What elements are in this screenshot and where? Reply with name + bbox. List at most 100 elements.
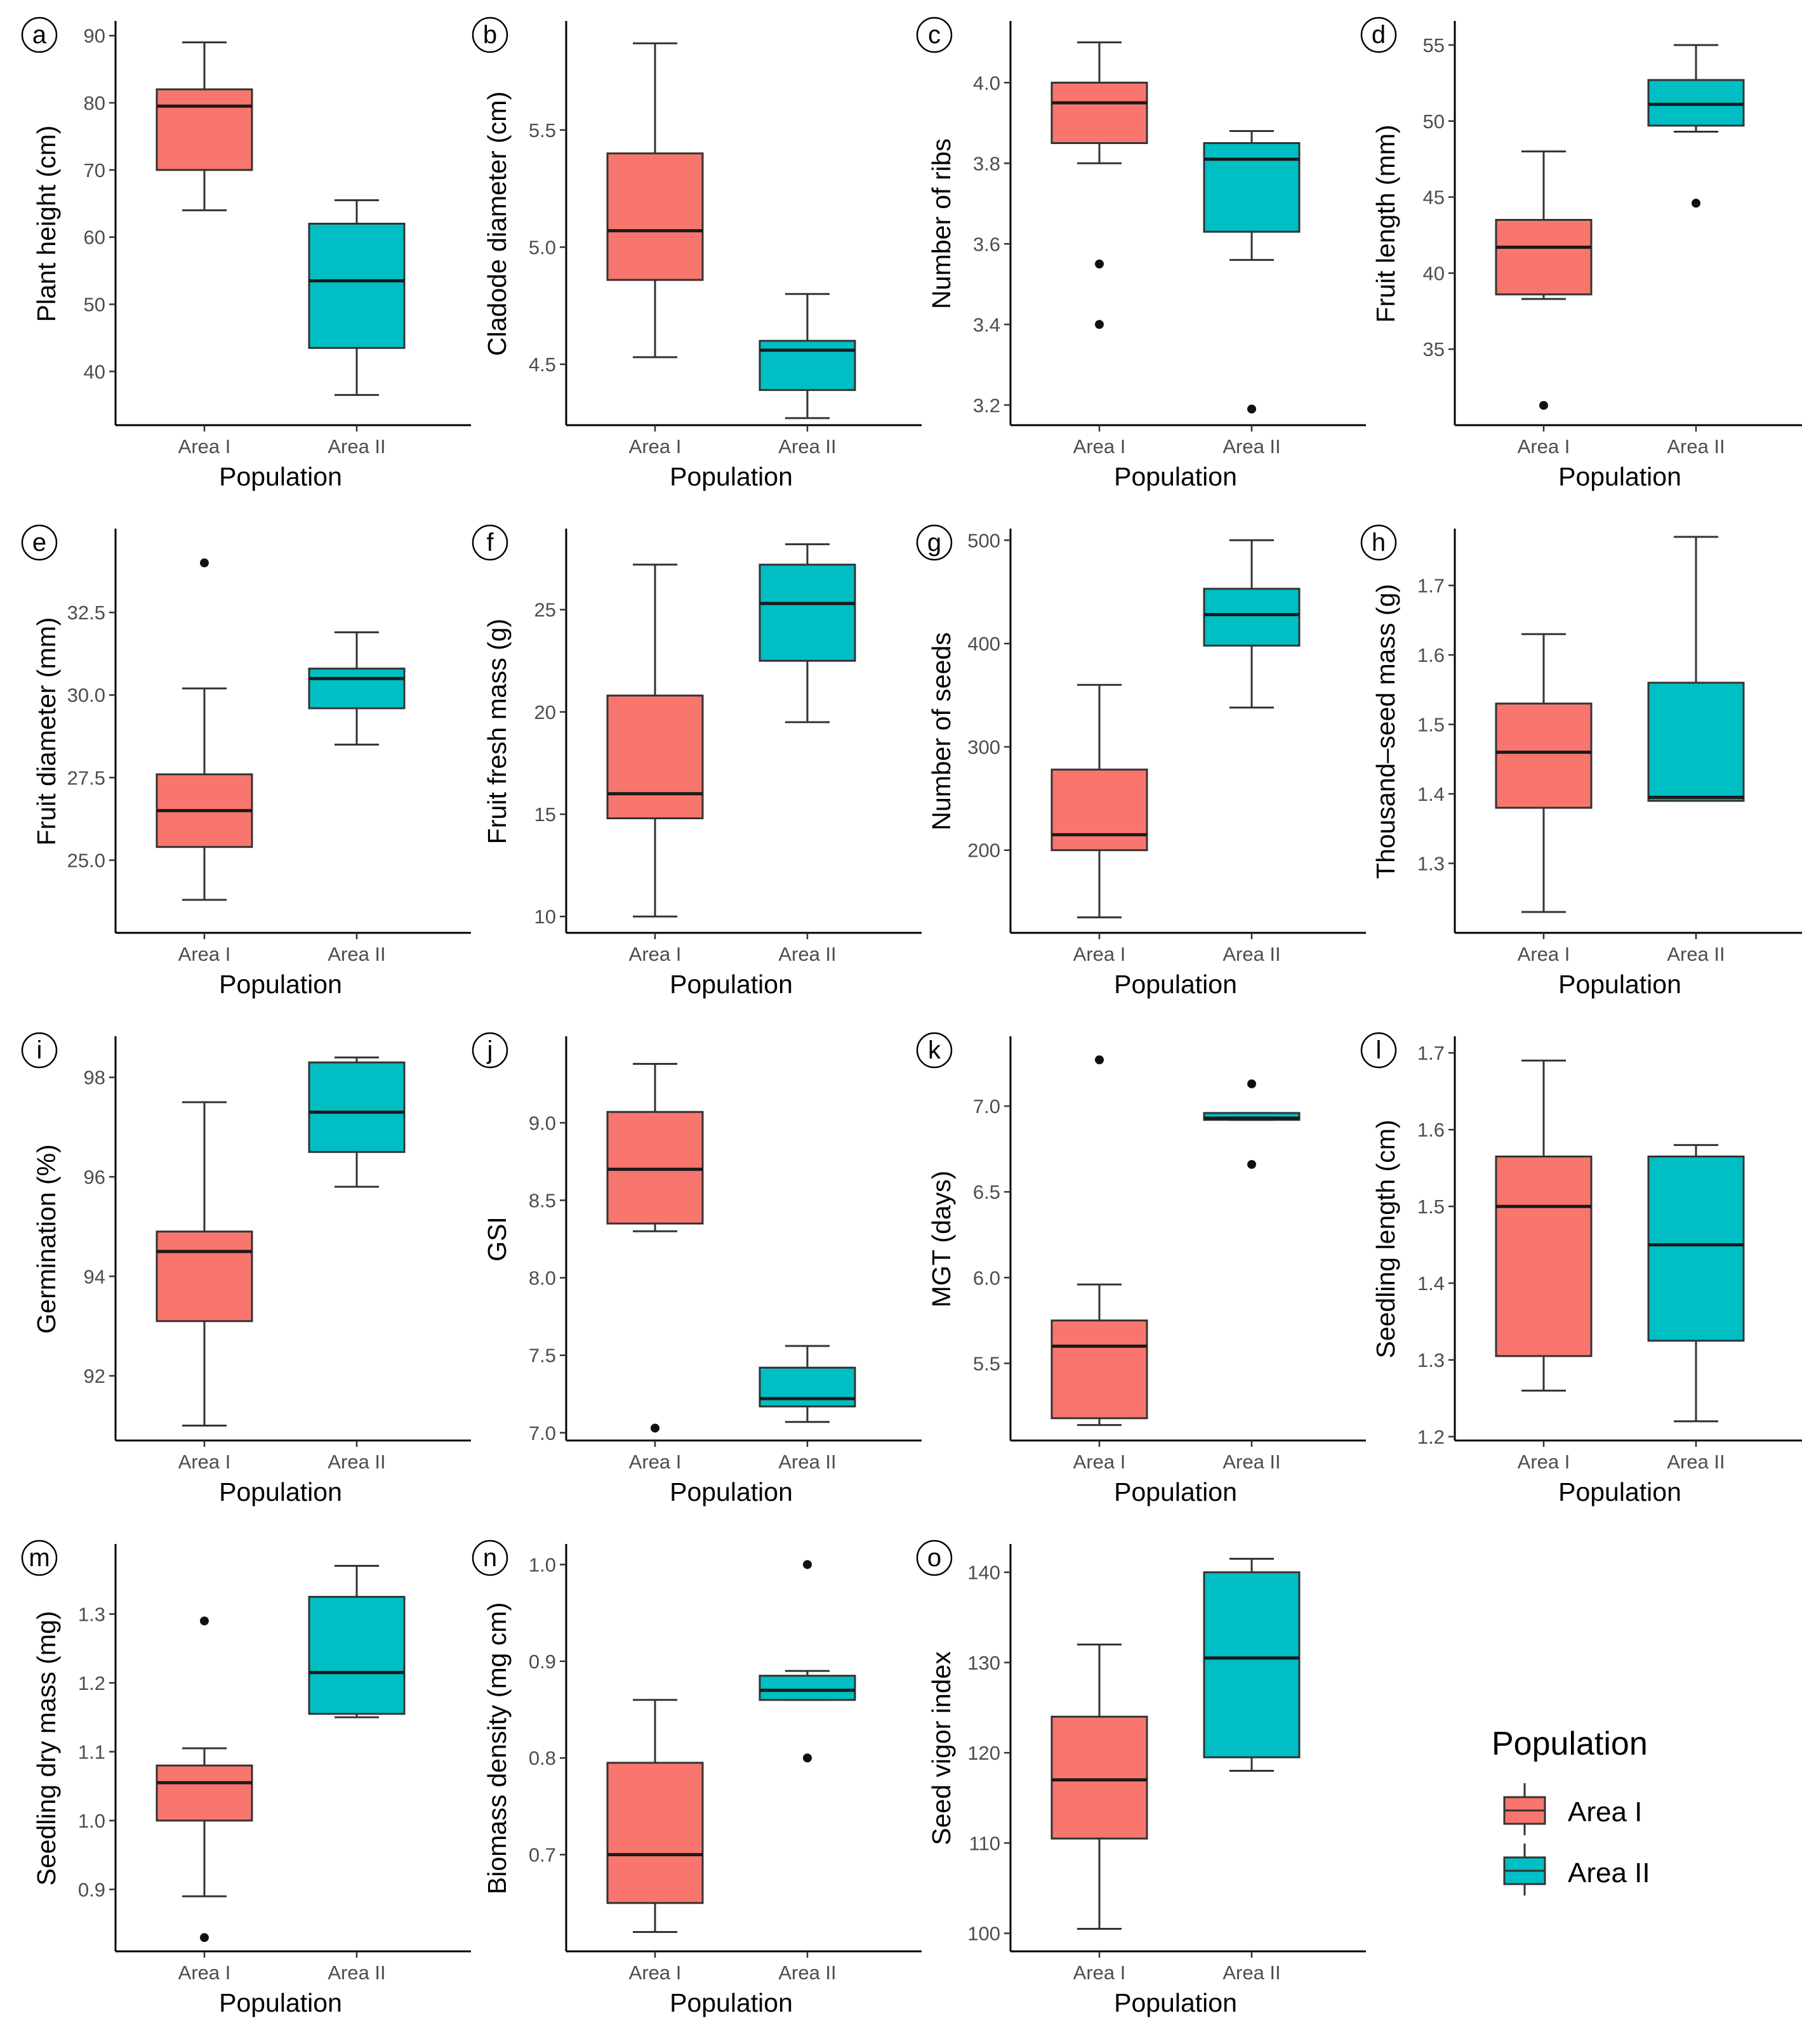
panel-label: e (32, 529, 46, 557)
y-tick-label: 4.0 (973, 72, 1000, 94)
panel-label: k (928, 1036, 941, 1064)
panel-label-circle (916, 16, 953, 53)
outlier-point (1095, 260, 1104, 268)
y-tick-label: 30.0 (67, 684, 105, 706)
y-tick-label: 0.8 (529, 1747, 556, 1769)
box-area-i (606, 1063, 704, 1433)
outlier-point (1247, 404, 1256, 414)
x-tick-label: Area II (328, 1962, 385, 1984)
y-tick-label: 92 (84, 1365, 105, 1387)
y-tick-label: 0.9 (529, 1651, 556, 1673)
x-axis-title: Population (670, 1477, 793, 1507)
x-tick-label: Area II (1667, 435, 1725, 458)
panel-label: i (37, 1036, 43, 1064)
box-area-i (156, 1101, 253, 1427)
iqr-box (606, 1762, 704, 1904)
box-area-i (156, 558, 253, 901)
y-tick-label: 90 (84, 25, 105, 47)
x-tick-label: Area II (328, 943, 385, 965)
y-tick-label: 98 (84, 1067, 105, 1089)
y-tick-label: 1.3 (1417, 1349, 1445, 1371)
box-area-ii (759, 1560, 856, 1763)
box-area-ii (308, 1565, 406, 1718)
y-tick-label: 50 (84, 294, 105, 316)
y-tick-label: 35 (1423, 338, 1445, 360)
x-tick-label: Area II (328, 435, 385, 458)
y-tick-label: 60 (84, 227, 105, 249)
iqr-box (156, 88, 253, 171)
legend-label-area-i: Area I (1568, 1797, 1642, 1828)
x-axis-title: Population (670, 462, 793, 491)
y-tick-label: 1.6 (1417, 644, 1445, 666)
iqr-box (1495, 702, 1593, 809)
x-tick-label: Area I (1073, 1451, 1126, 1473)
iqr-box (759, 1675, 856, 1701)
outlier-point (1247, 1079, 1256, 1088)
x-tick-label: Area I (1073, 435, 1126, 458)
box-area-ii (308, 1056, 406, 1188)
x-tick-label: Area II (328, 1451, 385, 1473)
y-tick-label: 7.0 (973, 1095, 1000, 1118)
y-tick-label: 1.4 (1417, 783, 1445, 805)
panel-label-circle (472, 1032, 508, 1069)
y-axis-title: Germination (%) (32, 1144, 61, 1333)
panel-a: 40 50 60 70 80 90 Area I Area II Population Plant… (21, 16, 471, 491)
x-axis-title: Population (219, 1477, 342, 1507)
y-tick-label: 3.4 (973, 313, 1000, 336)
x-tick-label: Area II (1667, 1451, 1725, 1473)
x-tick-label: Area I (629, 435, 682, 458)
box-area-ii (1647, 1144, 1745, 1423)
panel-label: m (29, 1544, 50, 1572)
x-tick-label: Area I (1073, 943, 1126, 965)
y-tick-label: 1.5 (1417, 714, 1445, 736)
box-area-ii (1647, 536, 1745, 802)
panel-label: o (927, 1544, 941, 1572)
x-tick-label: Area I (1518, 1451, 1570, 1473)
y-tick-label: 5.0 (529, 236, 556, 258)
y-tick-label: 8.5 (529, 1189, 556, 1211)
panel-label: j (487, 1036, 493, 1064)
box-area-ii (1203, 539, 1301, 709)
y-tick-label: 1.2 (78, 1672, 105, 1694)
y-tick-label: 100 (967, 1923, 1000, 1945)
box-area-i (156, 41, 253, 211)
x-tick-label: Area II (778, 1451, 836, 1473)
panel-label-circle (21, 1032, 58, 1069)
panel-label-circle (21, 16, 58, 53)
iqr-box (156, 1764, 253, 1822)
outlier-point (1247, 1159, 1256, 1169)
iqr-box (759, 564, 856, 662)
y-tick-label: 7.0 (529, 1422, 556, 1444)
outlier-point (200, 1616, 209, 1626)
panel-b: 4.5 5.0 5.5 Area I Area II Population Cladode … (472, 16, 922, 491)
iqr-box (606, 694, 704, 819)
y-tick-label: 3.6 (973, 233, 1000, 255)
x-axis-title: Population (1114, 462, 1237, 491)
y-tick-label: 1.6 (1417, 1119, 1445, 1141)
x-tick-label: Area I (178, 1962, 231, 1984)
x-axis-title: Population (219, 970, 342, 999)
y-axis-title: Biomass density (mg cm) (482, 1602, 512, 1894)
y-tick-label: 55 (1423, 34, 1445, 56)
outlier-point (803, 1560, 812, 1569)
iqr-box (1050, 81, 1148, 144)
x-axis-title: Population (670, 970, 793, 999)
iqr-box (308, 668, 406, 709)
legend: Population Area I Area II (1492, 1725, 1650, 1896)
y-tick-label: 120 (967, 1742, 1000, 1764)
y-tick-label: 27.5 (67, 767, 105, 789)
box-area-ii (1203, 129, 1301, 414)
x-tick-label: Area II (1222, 1962, 1280, 1984)
panel-label-circle (1360, 16, 1397, 53)
x-axis-title: Population (219, 1988, 342, 2017)
y-tick-label: 140 (967, 1562, 1000, 1584)
legend-title: Population (1492, 1725, 1648, 1762)
y-tick-label: 1.7 (1417, 575, 1445, 597)
y-tick-label: 1.0 (78, 1810, 105, 1832)
y-axis-title: Seedling length (cm) (1371, 1119, 1400, 1358)
panel-label-circle (1360, 524, 1397, 561)
iqr-box (1050, 768, 1148, 852)
y-tick-label: 1.3 (1417, 853, 1445, 875)
panel-label: c (928, 21, 941, 49)
x-axis-title: Population (670, 1988, 793, 2017)
